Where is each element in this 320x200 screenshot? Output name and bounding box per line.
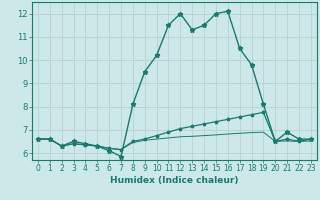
X-axis label: Humidex (Indice chaleur): Humidex (Indice chaleur): [110, 176, 239, 185]
